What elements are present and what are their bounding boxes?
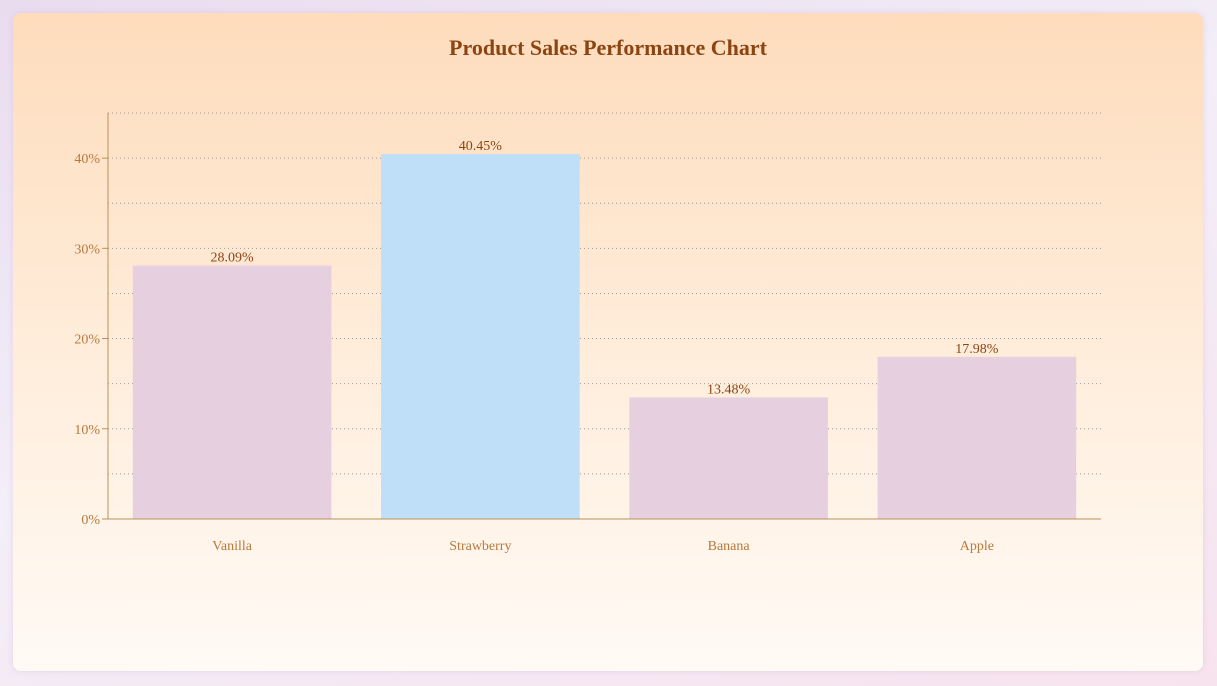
x-tick-label: Vanilla [212, 539, 252, 554]
chart-title: Product Sales Performance Chart [449, 35, 767, 60]
data-label: 40.45% [459, 139, 503, 154]
y-tick-label: 20% [74, 333, 100, 348]
y-tick-label: 40% [74, 152, 100, 167]
y-tick-label: 10% [74, 423, 100, 438]
bar-chart: 28.09% Vanilla 40.45% Strawberry 13.48% Banan… [74, 112, 1101, 554]
x-tick-label: Strawberry [449, 539, 511, 554]
data-label: 17.98% [955, 342, 999, 357]
bar-strawberry[interactable] [381, 154, 580, 519]
x-tick-label: Apple [960, 539, 994, 554]
bar-banana[interactable] [629, 397, 828, 519]
y-tick-label: 0% [81, 513, 100, 528]
chart-card: Product Sales Performance Chart 28.09% Va… [13, 13, 1203, 671]
bar-vanilla[interactable] [132, 265, 332, 519]
data-label: 13.48% [707, 382, 751, 397]
bar-apple[interactable] [877, 356, 1077, 519]
data-label: 28.09% [211, 251, 255, 266]
x-tick-label: Banana [708, 539, 751, 554]
y-tick-label: 30% [74, 242, 100, 257]
